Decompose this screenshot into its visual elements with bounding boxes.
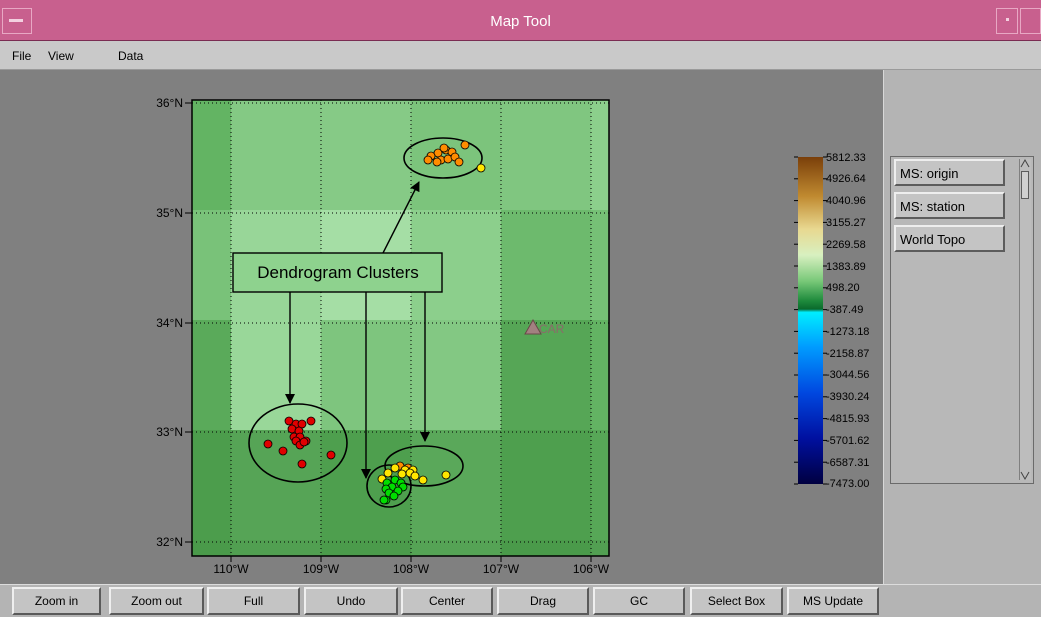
colorbar-label: -1273.18 bbox=[826, 326, 869, 338]
colorbar-label: 4040.96 bbox=[826, 195, 866, 207]
colorbar-label: -4815.93 bbox=[826, 413, 869, 425]
red-event-marker bbox=[299, 437, 309, 447]
red-event-marker bbox=[297, 459, 307, 469]
latitude-labels: 36°N 35°N 34°N 33°N 32°N bbox=[156, 96, 183, 549]
lat-label: 35°N bbox=[156, 206, 183, 220]
annotation-arrows bbox=[285, 181, 430, 479]
lat-label: 32°N bbox=[156, 535, 183, 549]
ms-update-button[interactable]: MS Update bbox=[787, 587, 879, 615]
orange-event-marker bbox=[423, 155, 433, 165]
yellow-event-marker bbox=[476, 163, 486, 173]
annotation-box: Dendrogram Clusters bbox=[232, 252, 443, 293]
lon-label: 108°W bbox=[393, 562, 430, 576]
lon-label: 110°W bbox=[213, 562, 249, 576]
colorbar-label: 4926.64 bbox=[826, 173, 866, 185]
orange-event-marker bbox=[432, 157, 442, 167]
orange-event-marker bbox=[454, 157, 464, 167]
colorbar-label: -7473.00 bbox=[826, 478, 869, 490]
lat-label: 33°N bbox=[156, 425, 183, 439]
station-triangle-icon bbox=[524, 318, 542, 335]
menu-view[interactable]: View bbox=[48, 49, 74, 63]
axis-ticks bbox=[185, 102, 592, 562]
layer-ms-origin[interactable]: MS: origin bbox=[894, 159, 1005, 186]
gc-button[interactable]: GC bbox=[593, 587, 685, 615]
red-event-marker bbox=[306, 416, 316, 426]
menu-file[interactable]: File bbox=[12, 49, 32, 63]
map-canvas[interactable]: 36°N 35°N 34°N 33°N 32°N 110°W 109°W 108… bbox=[0, 70, 883, 584]
cluster-ellipses bbox=[248, 137, 483, 508]
green-cluster-ellipse bbox=[366, 464, 412, 508]
menu-data[interactable]: Data bbox=[118, 49, 144, 63]
colorbar-gradient bbox=[798, 157, 823, 484]
colorbar-label: -5701.62 bbox=[826, 435, 869, 447]
seismic-events bbox=[263, 140, 486, 505]
layer-list-scrollbar[interactable] bbox=[1019, 159, 1031, 480]
window-menu-button[interactable] bbox=[2, 8, 32, 34]
colorbar-label: -3930.24 bbox=[826, 391, 869, 403]
window-title: Map Tool bbox=[490, 13, 551, 30]
colorbar-label: 1383.89 bbox=[826, 261, 866, 273]
minimize-button[interactable] bbox=[996, 8, 1018, 34]
colorbar-label: 3155.27 bbox=[826, 217, 866, 229]
station-label: CAR bbox=[539, 322, 565, 336]
yellow-event-marker bbox=[418, 475, 428, 485]
yellow-event-marker bbox=[397, 469, 407, 479]
colorbar-label: -3044.56 bbox=[826, 369, 869, 381]
lat-label: 34°N bbox=[156, 316, 183, 330]
center-button[interactable]: Center bbox=[401, 587, 493, 615]
colorbar-label: 2269.58 bbox=[826, 239, 866, 251]
topo-grid bbox=[192, 100, 609, 556]
green-event-marker bbox=[389, 491, 399, 501]
yellow-event-marker bbox=[441, 470, 451, 480]
orange-event-marker bbox=[460, 140, 470, 150]
zoom-out-button[interactable]: Zoom out bbox=[109, 587, 204, 615]
longitude-labels: 110°W 109°W 108°W 107°W 106°W bbox=[213, 562, 609, 576]
orange-event-marker bbox=[439, 143, 449, 153]
colorbar-label: -387.49 bbox=[826, 304, 863, 316]
scroll-up-arrow-icon[interactable] bbox=[1020, 159, 1030, 169]
graticule bbox=[192, 100, 609, 556]
lon-label: 106°W bbox=[573, 562, 610, 576]
lon-label: 107°W bbox=[483, 562, 520, 576]
lat-label: 36°N bbox=[156, 96, 183, 110]
colorbar-label: -2158.87 bbox=[826, 348, 869, 360]
full-button[interactable]: Full bbox=[207, 587, 300, 615]
red-event-marker bbox=[263, 439, 273, 449]
annotation-text: Dendrogram Clusters bbox=[257, 263, 419, 282]
toolbar: Zoom in Zoom out Full Undo Center Drag G… bbox=[0, 584, 1041, 617]
zoom-in-button[interactable]: Zoom in bbox=[12, 587, 101, 615]
layer-world-topo[interactable]: World Topo bbox=[894, 225, 1005, 252]
red-event-marker bbox=[278, 446, 288, 456]
maximize-button[interactable] bbox=[1020, 8, 1041, 34]
map-frame bbox=[191, 99, 610, 557]
menu-bar: File View Data bbox=[0, 41, 1041, 70]
layer-list[interactable]: MS: origin MS: station World Topo bbox=[890, 156, 1034, 484]
drag-button[interactable]: Drag bbox=[497, 587, 589, 615]
colorbar-label: -6587.31 bbox=[826, 457, 869, 469]
scroll-down-arrow-icon[interactable] bbox=[1020, 470, 1030, 480]
orange-cluster-ellipse bbox=[403, 137, 483, 179]
green-event-marker bbox=[379, 495, 389, 505]
colorbar: 5812.33 4926.64 4040.96 3155.27 2269.58 … bbox=[794, 152, 869, 490]
lon-label: 109°W bbox=[303, 562, 340, 576]
layer-list-scroll-thumb[interactable] bbox=[1021, 171, 1029, 199]
select-box-button[interactable]: Select Box bbox=[690, 587, 783, 615]
yellow-event-marker bbox=[390, 463, 400, 473]
layer-ms-station[interactable]: MS: station bbox=[894, 192, 1005, 219]
colorbar-label: 5812.33 bbox=[826, 152, 866, 164]
station-marker: CAR bbox=[524, 318, 565, 336]
yellow-event-marker bbox=[383, 468, 393, 478]
colorbar-label: 498.20 bbox=[826, 282, 860, 294]
red-cluster-ellipse bbox=[248, 403, 348, 483]
title-bar: Map Tool bbox=[0, 0, 1041, 41]
undo-button[interactable]: Undo bbox=[304, 587, 398, 615]
red-event-marker bbox=[326, 450, 336, 460]
yellow-event-marker bbox=[410, 471, 420, 481]
